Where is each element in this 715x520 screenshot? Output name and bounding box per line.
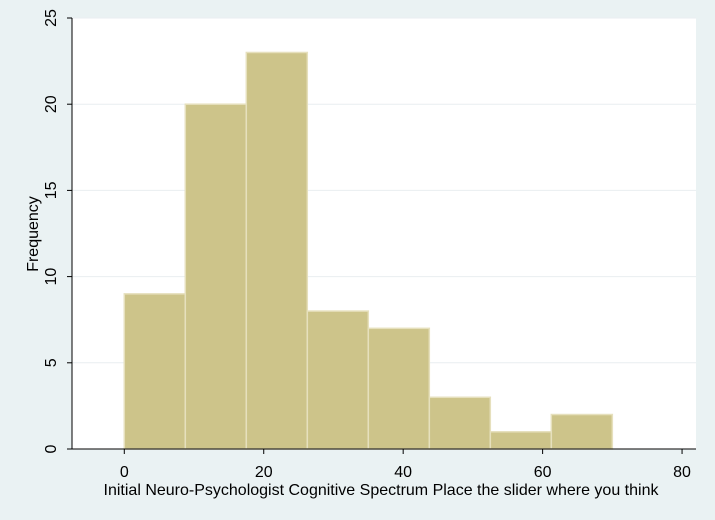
y-tick-label: 5 bbox=[43, 358, 60, 367]
histogram-bar-8 bbox=[550, 413, 614, 450]
y-tick-label: 15 bbox=[43, 181, 60, 199]
y-tick-label: 10 bbox=[43, 268, 60, 286]
tick-labels: 0 5 10 15 20 25 0 20 40 60 80 bbox=[43, 9, 691, 481]
x-tick-label: 40 bbox=[394, 464, 412, 481]
x-tick-label: 20 bbox=[255, 464, 273, 481]
y-axis-label: Frequency bbox=[25, 196, 42, 272]
x-tick-label: 60 bbox=[534, 464, 552, 481]
axes bbox=[67, 17, 696, 454]
y-tick-label: 25 bbox=[43, 9, 60, 27]
x-tick-label: 80 bbox=[673, 464, 691, 481]
histogram-bars bbox=[123, 51, 614, 450]
histogram-bar-7 bbox=[489, 431, 553, 450]
histogram-bar-5 bbox=[367, 327, 431, 450]
histogram-bar-2 bbox=[184, 103, 248, 450]
x-tick-label: 0 bbox=[120, 464, 129, 481]
y-tick-label: 20 bbox=[43, 95, 60, 113]
histogram-bar-3 bbox=[245, 51, 309, 450]
histogram-bar-6 bbox=[428, 396, 492, 450]
histogram-bar-1 bbox=[123, 293, 187, 450]
y-tick-label: 0 bbox=[43, 444, 60, 453]
histogram-bar-4 bbox=[306, 310, 370, 450]
x-axis-label: Initial Neuro-Psychologist Cognitive Spe… bbox=[104, 482, 660, 499]
